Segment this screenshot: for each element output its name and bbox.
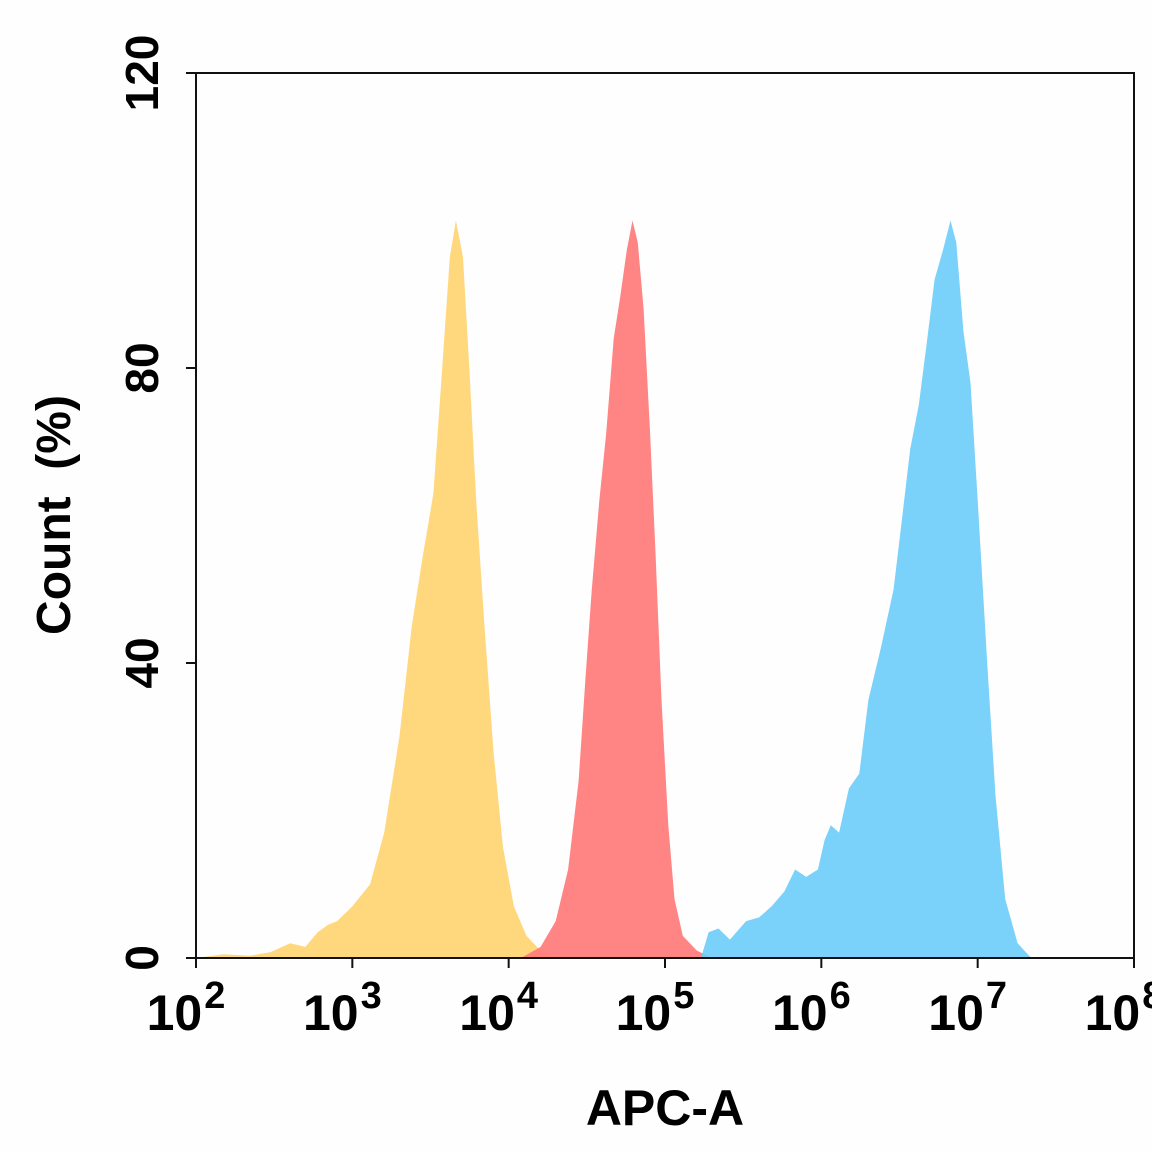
x-tick-base: 10 [772, 985, 828, 1041]
x-tick-base: 10 [459, 985, 515, 1041]
x-tick-exponent: 8 [1142, 975, 1152, 1017]
x-tick-exponent: 4 [517, 975, 538, 1017]
x-tick-label: 107 [928, 975, 1007, 1041]
x-tick-base: 10 [616, 985, 672, 1041]
histogram-series-1 [196, 220, 556, 958]
x-tick-label: 105 [616, 975, 695, 1041]
x-tick-base: 10 [1085, 985, 1141, 1041]
x-tick-label: 104 [459, 975, 538, 1041]
x-tick-exponent: 7 [986, 975, 1007, 1017]
histogram-series-3 [701, 220, 1032, 958]
x-tick-exponent: 6 [830, 975, 851, 1017]
y-tick-label: 120 [116, 35, 168, 112]
y-tick-label: 80 [116, 342, 168, 393]
y-tick-label: 0 [116, 945, 168, 971]
x-tick-exponent: 2 [204, 975, 225, 1017]
y-axis-title: Count (%) [28, 395, 81, 635]
x-tick-exponent: 5 [673, 975, 694, 1017]
histogram-series-layer [196, 220, 1032, 958]
x-axis-title: APC-A [586, 1080, 744, 1136]
x-tick-label: 103 [303, 975, 382, 1041]
x-tick-base: 10 [928, 985, 984, 1041]
x-tick-label: 108 [1085, 975, 1152, 1041]
x-tick-base: 10 [147, 985, 203, 1041]
x-tick-label: 106 [772, 975, 851, 1041]
axis-ticks: 10210310410510610710804080120 [116, 35, 1152, 1041]
y-tick-label: 40 [116, 637, 168, 688]
x-tick-label: 102 [147, 975, 226, 1041]
histogram-series-2 [521, 220, 713, 958]
x-tick-base: 10 [303, 985, 359, 1041]
x-tick-exponent: 3 [361, 975, 382, 1017]
